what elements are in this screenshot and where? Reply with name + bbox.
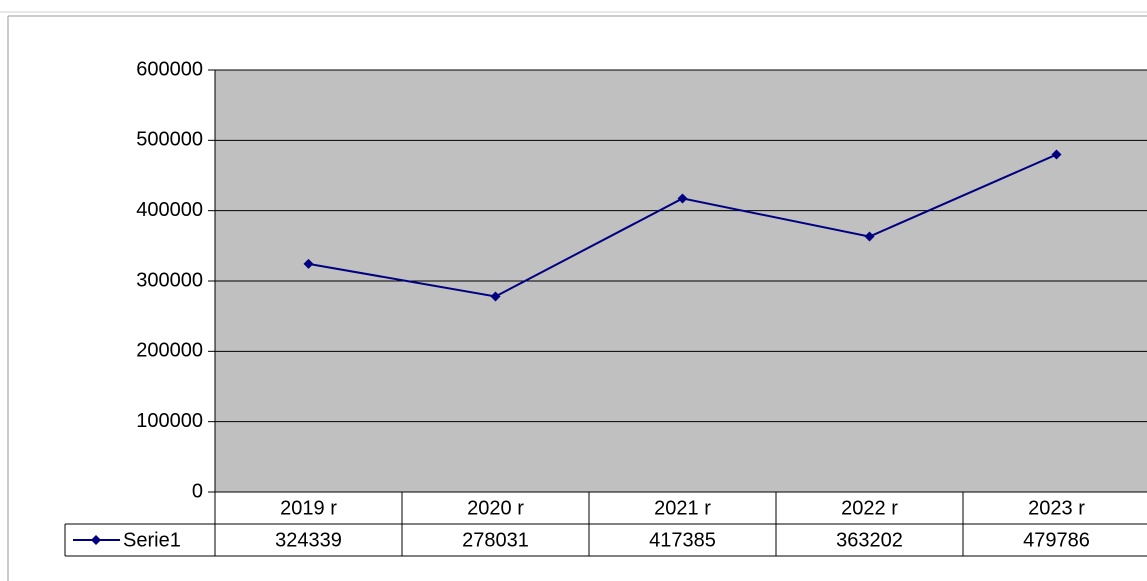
x-tick-label: 2020 r (467, 497, 524, 519)
y-tick-label: 100000 (136, 410, 203, 432)
y-tick-label: 0 (192, 480, 203, 502)
y-tick-label: 600000 (136, 58, 203, 80)
legend-marker (91, 535, 101, 545)
marker (864, 231, 875, 242)
table-value: 417385 (649, 529, 716, 551)
y-tick-label: 300000 (136, 269, 203, 291)
legend-label: Serie1 (123, 529, 181, 551)
y-tick-label: 500000 (136, 129, 203, 151)
marker (303, 258, 314, 269)
x-tick-label: 2022 r (841, 497, 898, 519)
table-value: 479786 (1023, 529, 1090, 551)
marker (1051, 149, 1062, 160)
y-tick-label: 400000 (136, 199, 203, 221)
table-value: 278031 (462, 529, 529, 551)
x-tick-label: 2019 r (280, 497, 337, 519)
table-value: 324339 (275, 529, 342, 551)
x-tick-label: 2023 r (1028, 497, 1085, 519)
y-tick-label: 200000 (136, 340, 203, 362)
table-value: 363202 (836, 529, 903, 551)
x-tick-label: 2021 r (654, 497, 711, 519)
marker (490, 291, 501, 302)
marker (677, 193, 688, 204)
